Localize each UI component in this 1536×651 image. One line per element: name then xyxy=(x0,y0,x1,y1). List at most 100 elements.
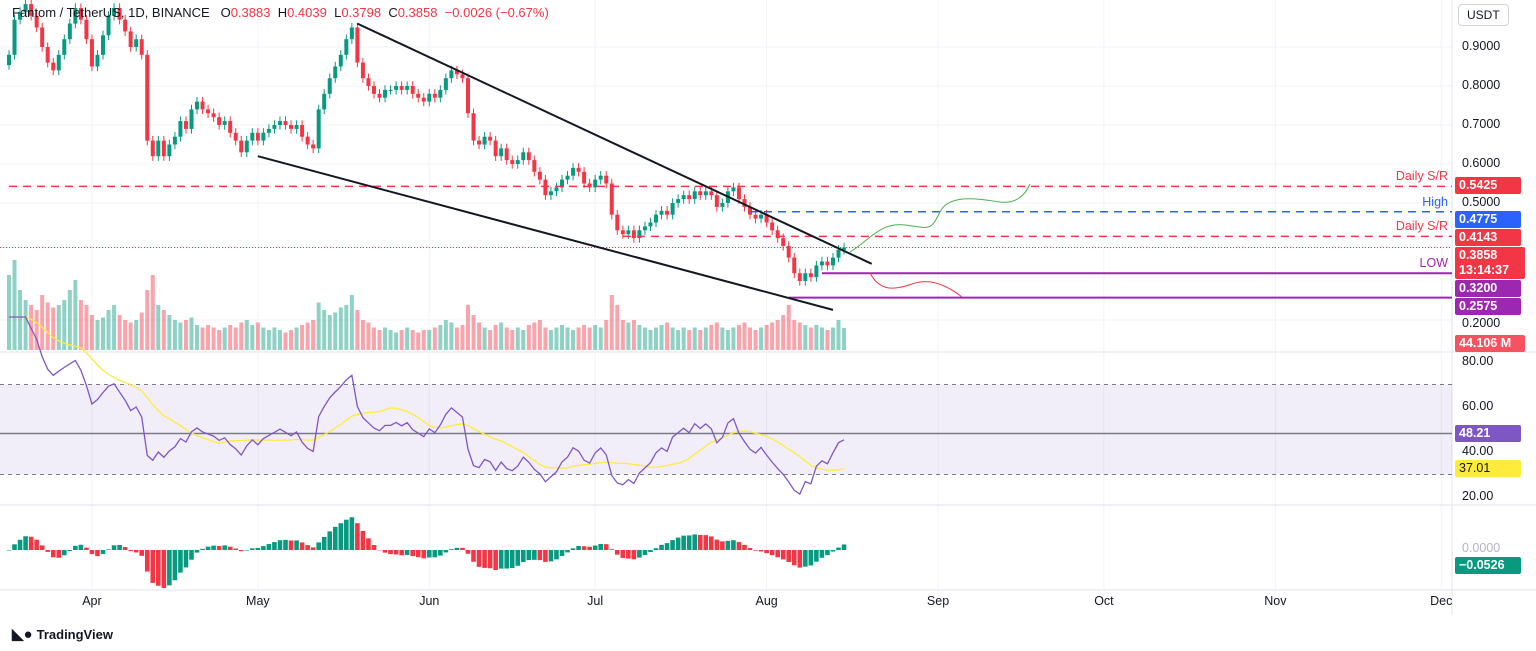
macd-histogram-bar xyxy=(84,547,89,550)
candle xyxy=(764,214,769,223)
candle xyxy=(360,62,365,79)
volume-bar xyxy=(327,315,332,350)
macd-histogram-bar xyxy=(642,550,648,555)
macd-histogram-bar xyxy=(659,544,664,550)
candle xyxy=(593,179,598,188)
candle xyxy=(156,140,161,157)
volume-bar xyxy=(333,312,338,350)
volume-bar xyxy=(255,322,260,350)
volume-bar xyxy=(676,330,681,350)
volume-bar xyxy=(261,327,266,350)
macd-histogram-bar xyxy=(404,550,410,556)
candle xyxy=(692,191,697,200)
volume-bar xyxy=(300,325,305,350)
volume-bar xyxy=(112,305,117,350)
macd-histogram-bar xyxy=(465,550,471,554)
volume-bar xyxy=(510,330,515,350)
volume-bar xyxy=(825,330,830,350)
macd-histogram-bar xyxy=(421,550,427,559)
macd-histogram-bar xyxy=(615,550,620,555)
macd-histogram-bar xyxy=(78,544,84,550)
rsi-value-badge: 48.21 xyxy=(1455,424,1521,442)
macd-histogram-bar xyxy=(686,535,692,550)
volume-bar xyxy=(593,325,598,350)
candle xyxy=(742,199,747,207)
macd-histogram-bar xyxy=(426,550,432,558)
macd-histogram-bar xyxy=(819,550,825,558)
macd-histogram-bar xyxy=(432,550,438,558)
candle xyxy=(615,214,620,231)
volume-bar xyxy=(620,320,625,350)
tradingview-icon: ◣● xyxy=(12,626,33,643)
volume-bar xyxy=(7,275,11,350)
macd-histogram-bar xyxy=(255,547,261,550)
candle xyxy=(416,93,421,98)
candle xyxy=(56,54,61,71)
macd-histogram-bar xyxy=(310,547,316,550)
macd-histogram-bar xyxy=(753,550,758,551)
volume-bar xyxy=(488,330,493,350)
volume-bar xyxy=(394,332,399,350)
macd-histogram-bar xyxy=(67,550,73,552)
symbol-title[interactable]: Fantom / TetherUS, 1D, BINANCE xyxy=(12,5,210,20)
macd-histogram-bar xyxy=(100,550,106,555)
currency-button[interactable]: USDT xyxy=(1458,4,1509,26)
candle xyxy=(576,167,581,172)
candle xyxy=(676,199,681,203)
macd-histogram-bar xyxy=(382,550,388,553)
candle xyxy=(814,265,819,278)
volume-bar xyxy=(626,322,631,350)
candle xyxy=(112,8,117,16)
volume-bar xyxy=(432,327,437,350)
time-tick-label: Dec xyxy=(1430,594,1453,608)
volume-bar xyxy=(289,330,294,350)
candle xyxy=(687,195,692,200)
volume-bar xyxy=(67,290,72,350)
volume-bar xyxy=(830,327,835,350)
candle xyxy=(45,47,50,63)
macd-histogram-bar xyxy=(841,544,847,550)
macd-histogram-bar xyxy=(194,550,200,553)
volume-bar xyxy=(687,330,692,350)
macd-histogram-bar xyxy=(526,550,532,561)
time-tick-label: Apr xyxy=(82,594,102,608)
volume-bar xyxy=(748,327,753,350)
volume-bar xyxy=(172,320,177,350)
macd-histogram-bar xyxy=(775,550,780,558)
volume-bar xyxy=(759,327,764,350)
candle xyxy=(150,140,155,157)
candle xyxy=(222,121,227,125)
candle xyxy=(819,261,824,266)
volume-bar xyxy=(587,327,592,350)
macd-histogram-bar xyxy=(139,550,145,556)
macd-histogram-bar xyxy=(205,546,211,550)
macd-histogram-bar xyxy=(808,550,814,566)
macd-histogram-bar xyxy=(128,550,133,552)
candle xyxy=(73,8,78,24)
volume-bar xyxy=(736,325,741,350)
tradingview-logo[interactable]: ◣● TradingView xyxy=(12,626,113,643)
candle xyxy=(582,171,587,184)
candle xyxy=(23,4,28,12)
candle xyxy=(709,191,714,196)
macd-histogram-bar xyxy=(697,534,703,550)
volume-bar xyxy=(45,302,50,350)
volume-bar xyxy=(609,295,614,350)
candle xyxy=(515,160,520,164)
volume-bar xyxy=(598,327,603,350)
macd-histogram-bar xyxy=(814,550,819,562)
level-label: High xyxy=(1422,194,1448,209)
macd-histogram-bar xyxy=(758,550,764,552)
macd-histogram-bar xyxy=(581,546,587,550)
candle xyxy=(609,183,614,215)
countdown: 13:14:37 xyxy=(1459,263,1510,278)
candle xyxy=(300,125,305,137)
volume-bar xyxy=(642,327,647,350)
volume-bar xyxy=(40,295,45,350)
macd-histogram-bar xyxy=(17,539,23,550)
volume-bar xyxy=(266,330,271,350)
volume-bar xyxy=(167,315,172,350)
macd-histogram-bar xyxy=(305,545,310,550)
candle xyxy=(189,109,194,129)
